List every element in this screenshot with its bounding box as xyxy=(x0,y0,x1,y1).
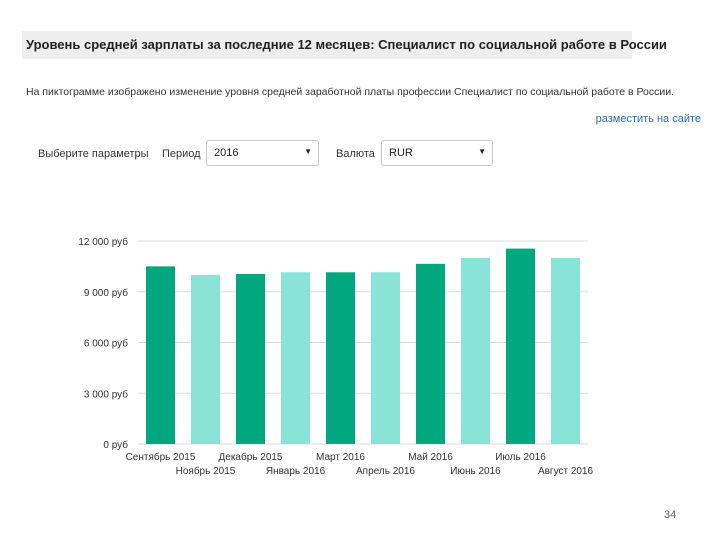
period-label: Период xyxy=(162,148,201,160)
y-tick-label: 3 000 руб xyxy=(84,388,128,400)
y-tick-label: 12 000 руб xyxy=(78,236,128,248)
x-tick-label: Июнь 2016 xyxy=(450,466,501,477)
x-tick-label: Ноябрь 2015 xyxy=(176,465,236,477)
params-label: Выберите параметры xyxy=(38,148,149,160)
currency-select-value: RUR xyxy=(389,147,413,159)
x-tick-label: Апрель 2016 xyxy=(356,466,415,477)
x-tick-label: Май 2016 xyxy=(408,452,453,463)
bar xyxy=(281,272,310,444)
page-number: 34 xyxy=(664,509,677,521)
y-tick-label: 0 руб xyxy=(103,439,128,451)
title-bar xyxy=(22,31,632,59)
x-tick-label: Март 2016 xyxy=(316,452,365,463)
period-select[interactable]: 2016 ▼ xyxy=(206,140,319,166)
bar xyxy=(461,257,490,444)
y-tick-label: 9 000 руб xyxy=(84,287,128,299)
bar xyxy=(191,274,220,444)
x-tick-label: Июль 2016 xyxy=(495,452,546,463)
bar xyxy=(551,257,580,444)
bar xyxy=(326,272,355,444)
page-title: Уровень средней зарплаты за последние 12… xyxy=(26,37,667,52)
bar xyxy=(371,272,400,444)
bar xyxy=(416,263,445,444)
chevron-down-icon: ▼ xyxy=(478,147,486,156)
chevron-down-icon: ▼ xyxy=(304,147,312,156)
currency-select[interactable]: RUR ▼ xyxy=(381,140,493,166)
x-tick-label: Январь 2016 xyxy=(266,466,326,477)
x-tick-label: Август 2016 xyxy=(538,466,594,477)
x-tick-label: Декабрь 2015 xyxy=(218,451,282,463)
bar xyxy=(506,248,535,444)
bar xyxy=(146,266,175,444)
y-tick-label: 6 000 руб xyxy=(84,338,128,350)
x-tick-label: Сентябрь 2015 xyxy=(126,451,196,463)
currency-label: Валюта xyxy=(336,148,375,160)
period-select-value: 2016 xyxy=(214,147,239,159)
bar xyxy=(236,273,265,444)
embed-on-site-link[interactable]: разместить на сайте xyxy=(595,113,701,125)
chart-description: На пиктограмме изображено изменение уров… xyxy=(26,86,675,98)
